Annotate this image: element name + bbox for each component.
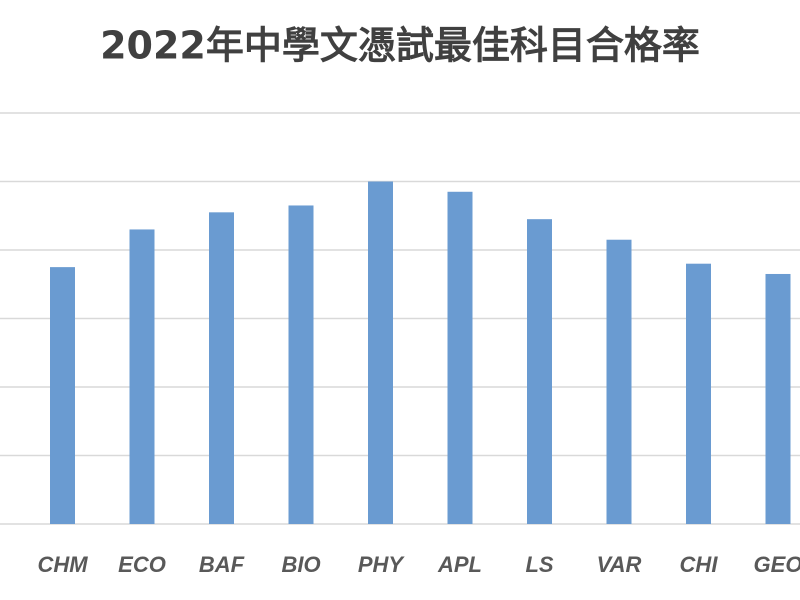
x-tick-label: BAF [199, 552, 245, 577]
x-tick-label: LS [525, 552, 553, 577]
x-tick-label: PHY [358, 552, 406, 577]
bar [527, 219, 552, 525]
bar [129, 229, 155, 524]
x-tick-label: VAR [597, 552, 642, 577]
bar [50, 267, 75, 524]
bar [209, 212, 234, 524]
x-tick-label: CHI [680, 552, 719, 577]
x-tick-label: APL [437, 552, 482, 577]
bar [686, 263, 711, 524]
x-tick-label: GEO [754, 552, 800, 577]
chart-title: 2022年中學文憑試最佳科目合格率 [100, 24, 700, 68]
x-tick-label: BIO [281, 552, 320, 577]
bar [765, 273, 791, 524]
bar [447, 191, 473, 524]
bar [368, 181, 393, 524]
x-tick-label: ECO [118, 552, 166, 577]
bar [288, 205, 314, 524]
x-tick-label: CHM [37, 552, 88, 577]
bar [606, 239, 632, 524]
